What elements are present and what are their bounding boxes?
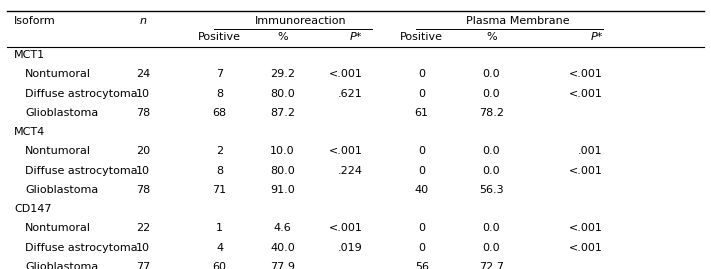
Text: <.001: <.001 bbox=[569, 243, 603, 253]
Text: CD147: CD147 bbox=[14, 204, 52, 214]
Text: 91.0: 91.0 bbox=[270, 185, 295, 195]
Text: 0.0: 0.0 bbox=[483, 146, 500, 156]
Text: <.001: <.001 bbox=[328, 146, 363, 156]
Text: 80.0: 80.0 bbox=[270, 89, 295, 99]
Text: 78: 78 bbox=[136, 185, 150, 195]
Text: 4.6: 4.6 bbox=[274, 223, 292, 233]
Text: <.001: <.001 bbox=[569, 166, 603, 176]
Text: 0: 0 bbox=[418, 166, 425, 176]
Text: Diffuse astrocytoma: Diffuse astrocytoma bbox=[25, 243, 138, 253]
Text: 78: 78 bbox=[136, 108, 150, 118]
Text: P*: P* bbox=[350, 32, 363, 42]
Text: 0: 0 bbox=[418, 89, 425, 99]
Text: Glioblastoma: Glioblastoma bbox=[25, 108, 99, 118]
Text: Diffuse astrocytoma: Diffuse astrocytoma bbox=[25, 166, 138, 176]
Text: .019: .019 bbox=[338, 243, 363, 253]
Text: .224: .224 bbox=[338, 166, 363, 176]
Text: .621: .621 bbox=[338, 89, 363, 99]
Text: 60: 60 bbox=[213, 262, 227, 269]
Text: %: % bbox=[486, 32, 497, 42]
Text: <.001: <.001 bbox=[328, 69, 363, 79]
Text: Nontumoral: Nontumoral bbox=[25, 69, 91, 79]
Text: 71: 71 bbox=[213, 185, 227, 195]
Text: n: n bbox=[139, 16, 146, 26]
Text: Nontumoral: Nontumoral bbox=[25, 146, 91, 156]
Text: 0: 0 bbox=[418, 69, 425, 79]
Text: Nontumoral: Nontumoral bbox=[25, 223, 91, 233]
Text: <.001: <.001 bbox=[569, 69, 603, 79]
Text: 7: 7 bbox=[216, 69, 223, 79]
Text: <.001: <.001 bbox=[569, 89, 603, 99]
Text: 8: 8 bbox=[216, 166, 223, 176]
Text: <.001: <.001 bbox=[569, 223, 603, 233]
Text: 0.0: 0.0 bbox=[483, 166, 500, 176]
Text: P*: P* bbox=[590, 32, 603, 42]
Text: 29.2: 29.2 bbox=[270, 69, 295, 79]
Text: Immunoreaction: Immunoreaction bbox=[255, 16, 346, 26]
Text: 0.0: 0.0 bbox=[483, 223, 500, 233]
Text: 68: 68 bbox=[213, 108, 227, 118]
Text: .001: .001 bbox=[578, 146, 603, 156]
Text: MCT1: MCT1 bbox=[14, 50, 46, 60]
Text: 24: 24 bbox=[136, 69, 150, 79]
Text: Diffuse astrocytoma: Diffuse astrocytoma bbox=[25, 89, 138, 99]
Text: Glioblastoma: Glioblastoma bbox=[25, 185, 99, 195]
Text: 87.2: 87.2 bbox=[270, 108, 295, 118]
Text: 0: 0 bbox=[418, 146, 425, 156]
Text: 22: 22 bbox=[136, 223, 150, 233]
Text: 78.2: 78.2 bbox=[479, 108, 504, 118]
Text: 8: 8 bbox=[216, 89, 223, 99]
Text: 4: 4 bbox=[216, 243, 223, 253]
Text: 40.0: 40.0 bbox=[270, 243, 295, 253]
Text: 10: 10 bbox=[136, 89, 150, 99]
Text: 0: 0 bbox=[418, 223, 425, 233]
Text: Positive: Positive bbox=[400, 32, 443, 42]
Text: 10: 10 bbox=[136, 166, 150, 176]
Text: 0: 0 bbox=[418, 243, 425, 253]
Text: 72.7: 72.7 bbox=[479, 262, 504, 269]
Text: Plasma Membrane: Plasma Membrane bbox=[466, 16, 570, 26]
Text: 56.3: 56.3 bbox=[479, 185, 503, 195]
Text: %: % bbox=[277, 32, 288, 42]
Text: 2: 2 bbox=[216, 146, 223, 156]
Text: 0.0: 0.0 bbox=[483, 243, 500, 253]
Text: 77.9: 77.9 bbox=[270, 262, 295, 269]
Text: 40: 40 bbox=[415, 185, 429, 195]
Text: 61: 61 bbox=[415, 108, 429, 118]
Text: 56: 56 bbox=[415, 262, 429, 269]
Text: 80.0: 80.0 bbox=[270, 166, 295, 176]
Text: Isoform: Isoform bbox=[14, 16, 56, 26]
Text: MCT4: MCT4 bbox=[14, 127, 46, 137]
Text: 0.0: 0.0 bbox=[483, 89, 500, 99]
Text: 0.0: 0.0 bbox=[483, 69, 500, 79]
Text: 77: 77 bbox=[136, 262, 150, 269]
Text: 10: 10 bbox=[136, 243, 150, 253]
Text: Positive: Positive bbox=[198, 32, 241, 42]
Text: <.001: <.001 bbox=[328, 223, 363, 233]
Text: 10.0: 10.0 bbox=[270, 146, 294, 156]
Text: Glioblastoma: Glioblastoma bbox=[25, 262, 99, 269]
Text: 1: 1 bbox=[216, 223, 223, 233]
Text: 20: 20 bbox=[136, 146, 150, 156]
